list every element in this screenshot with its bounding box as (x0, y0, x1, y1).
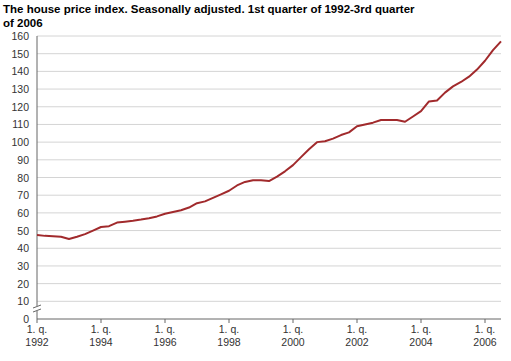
grid-line (37, 265, 501, 266)
y-tick-label: 150 (11, 48, 29, 60)
x-tick-label: 1. q.2002 (345, 323, 369, 348)
x-tick-label: 1. q.2000 (281, 323, 305, 348)
grid-line (37, 36, 501, 37)
grid-line (37, 142, 501, 143)
title: The house price index. Seasonally adjust… (3, 3, 415, 29)
y-tick-label: 50 (17, 225, 29, 237)
grid-line (37, 248, 501, 249)
x-tick-label: 1. q.2004 (409, 323, 433, 348)
grid-line (37, 195, 501, 196)
y-tick-label: 110 (12, 118, 29, 130)
x-tick-label: 1. q.1992 (25, 323, 49, 348)
y-tick-label: 60 (17, 207, 29, 219)
y-tick-label: 10 (17, 295, 29, 307)
x-tick-label: 1. q.2006 (473, 323, 497, 348)
series-line (37, 41, 501, 239)
y-tick-label: 80 (17, 172, 29, 184)
y-tick-label: 120 (11, 101, 29, 113)
x-axis (37, 319, 501, 320)
y-axis (37, 36, 38, 319)
grid-line (37, 159, 501, 160)
axis-break (33, 306, 41, 311)
y-tick-label: 140 (11, 65, 29, 77)
y-tick-label: 130 (11, 83, 29, 95)
y-tick-label: 20 (17, 278, 29, 290)
x-tick-label: 1. q.1998 (217, 323, 241, 348)
y-tick-label: 30 (17, 260, 29, 272)
grid-line (37, 230, 501, 231)
plot-area (37, 41, 501, 239)
grid-line (37, 177, 501, 178)
grid-line (37, 89, 501, 90)
x-tick-label: 1. q.1996 (153, 323, 177, 348)
y-tick-label: 40 (17, 242, 29, 254)
grid-line (37, 106, 501, 107)
y-tick-label: 70 (17, 189, 29, 201)
chart: The house price index. Seasonally adjust… (0, 0, 511, 361)
grid (37, 36, 501, 301)
grid-line (37, 283, 501, 284)
grid-line (37, 301, 501, 302)
y-tick-label: 160 (11, 30, 29, 42)
grid-line (37, 53, 501, 54)
grid-line (37, 124, 501, 125)
grid-line (37, 212, 501, 213)
axis-break (33, 305, 41, 312)
x-tick-label: 1. q.1994 (89, 323, 113, 348)
grid-line (37, 71, 501, 72)
y-tick-label: 90 (17, 154, 29, 166)
y-tick-label: 100 (11, 136, 29, 148)
